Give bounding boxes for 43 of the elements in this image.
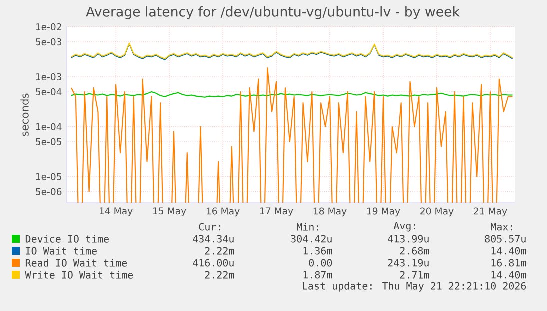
legend-label: Read IO Wait time — [26, 259, 128, 267]
text: Min: — [297, 223, 318, 231]
legend-label: Device IO time — [26, 235, 109, 243]
x-tick-label: 16 May — [206, 208, 240, 217]
y-tick-label: 5e-05 — [36, 138, 62, 146]
text: 2.22m — [205, 271, 234, 279]
text: 304.42u — [291, 235, 332, 243]
text: 2.68m — [400, 247, 430, 255]
y-tick-label: 1e-02 — [36, 23, 62, 31]
text: Last update: Thu May 21 22:21:10 2026 — [303, 282, 526, 292]
text: 1.87m — [304, 271, 332, 279]
text: 0.00 — [309, 259, 332, 267]
y-tick-label: 1e-04 — [36, 123, 62, 130]
chart-title: Average latency for /dev/ubuntu-vg/ubuntu-lv - by week — [86, 6, 460, 20]
text: 2.22m — [205, 247, 234, 255]
text: 2.71m — [400, 271, 430, 279]
y-tick-label: 5e-06 — [36, 188, 62, 196]
text: Max: — [491, 223, 512, 231]
legend-label: IO Wait time — [26, 247, 97, 255]
y-tick-label: 1e-03 — [36, 73, 62, 80]
text: 14.40m — [492, 271, 526, 279]
text: 805.57u — [485, 235, 526, 243]
x-tick-label: 14 May — [100, 208, 133, 216]
x-tick-label: 17 May — [260, 208, 294, 216]
y-tick-label: 1e-05 — [36, 173, 62, 180]
y-tick-label: 5e-04 — [36, 88, 62, 96]
text: 416.00u — [193, 259, 234, 267]
text: 1.36m — [304, 247, 332, 255]
text: Avg: — [394, 222, 416, 232]
legend-label: Write IO Wait time — [25, 271, 134, 279]
text: 243.19u — [388, 259, 429, 267]
x-tick-label: 21 May — [474, 208, 508, 217]
text: 16.81m — [492, 259, 526, 267]
text: 413.99u — [388, 235, 429, 243]
text: 434.34u — [193, 235, 234, 243]
y-tick-label: 5e-03 — [36, 38, 62, 46]
x-tick-label: 19 May — [367, 208, 400, 217]
text: Cur: — [199, 223, 220, 231]
x-tick-label: 20 May — [420, 208, 454, 217]
y-axis-title: seconds — [20, 94, 29, 136]
text: 14.40m — [492, 247, 526, 255]
x-tick-label: 18 May — [314, 208, 347, 217]
x-tick-label: 15 May — [153, 208, 186, 216]
